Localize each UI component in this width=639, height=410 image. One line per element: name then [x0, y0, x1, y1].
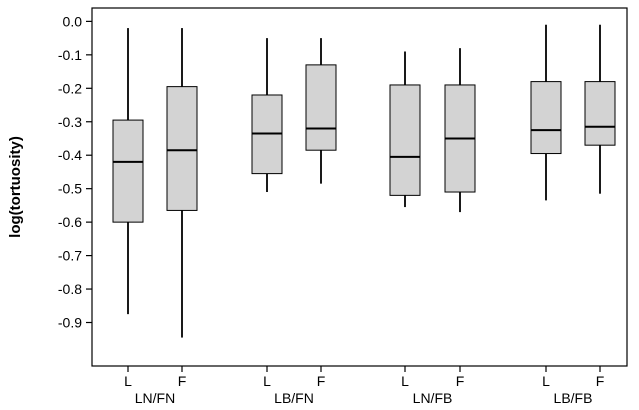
- x-group-label: LN/FB: [413, 390, 453, 406]
- x-category-label: F: [317, 373, 326, 389]
- x-group-label: LB/FN: [274, 390, 314, 406]
- box-iqr: [389, 84, 421, 196]
- y-tick-label: -0.4: [58, 147, 82, 163]
- y-tick-label: 0.0: [63, 13, 83, 29]
- box-iqr: [305, 64, 337, 151]
- x-group-label: LN/FN: [135, 390, 175, 406]
- box-ln-fb-l: [389, 51, 421, 208]
- x-category-label: L: [263, 373, 271, 389]
- x-axis: L FLN/FNL FLB/FNL FLN/FBL FLB/FB: [124, 366, 604, 406]
- y-tick-label: -0.7: [58, 248, 82, 264]
- x-category-label: F: [456, 373, 465, 389]
- box-ln-fn-f: [166, 28, 198, 338]
- x-group-label: LB/FB: [554, 390, 593, 406]
- box-lb-fb-f: [584, 24, 616, 194]
- y-tick-label: -0.5: [58, 181, 82, 197]
- y-tick-label: -0.1: [58, 47, 82, 63]
- y-tick-label: -0.8: [58, 281, 82, 297]
- box-lb-fb-l: [530, 24, 562, 201]
- x-category-label: L: [542, 373, 550, 389]
- box-lb-fn-l: [251, 38, 283, 193]
- y-tick-label: -0.6: [58, 214, 82, 230]
- plot-frame: [91, 7, 628, 367]
- y-axis-label: log(tortuosity): [7, 136, 24, 238]
- box-iqr: [584, 81, 616, 146]
- y-tick-label: -0.2: [58, 80, 82, 96]
- box-ln-fb-f: [444, 48, 476, 213]
- box-lb-fn-f: [305, 38, 337, 184]
- x-category-label: L: [124, 373, 132, 389]
- y-tick-label: -0.3: [58, 114, 82, 130]
- box-iqr: [112, 119, 144, 223]
- box-series: [112, 24, 616, 338]
- box-iqr: [166, 86, 198, 211]
- x-category-label: L: [401, 373, 409, 389]
- box-iqr: [530, 81, 562, 155]
- box-ln-fn-l: [112, 28, 144, 315]
- x-category-label: F: [178, 373, 187, 389]
- y-axis: 0.0 -0.1 -0.2 -0.3 -0.4 -0.5 -0.6 -0.7 -0.8 -0.9: [58, 13, 92, 331]
- y-tick-label: -0.9: [58, 315, 82, 331]
- x-category-label: F: [596, 373, 605, 389]
